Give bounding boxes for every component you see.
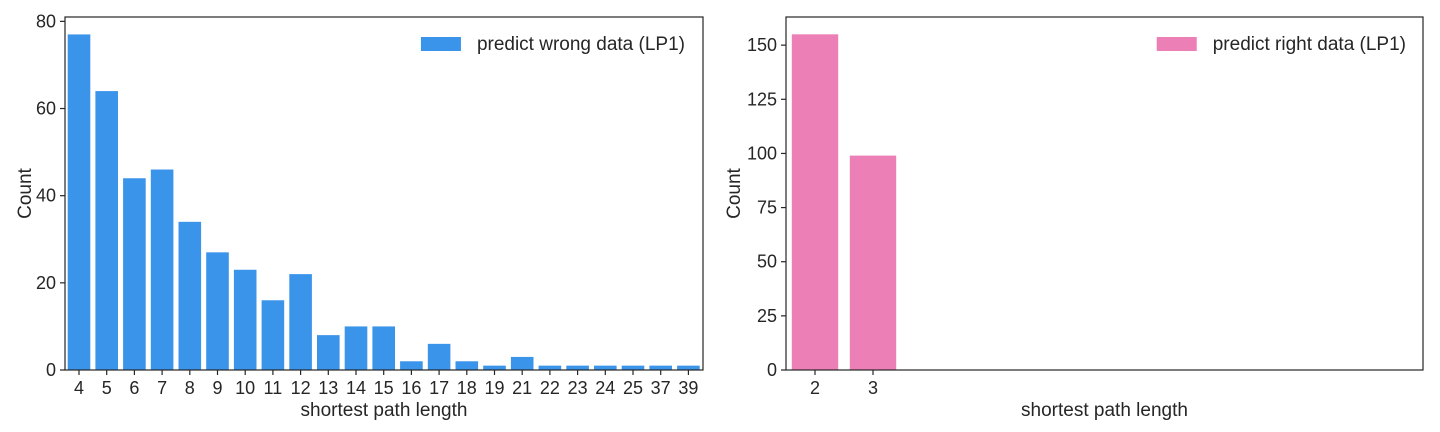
bar-23 [566, 365, 589, 370]
bar-19 [483, 365, 506, 370]
bar-12 [289, 274, 312, 370]
x-tick-label: 13 [318, 378, 338, 398]
bar-18 [455, 361, 479, 370]
legend-swatch [420, 37, 461, 51]
x-tick-label: 7 [157, 378, 167, 398]
x-tick-label: 16 [401, 378, 421, 398]
bar-6 [123, 178, 146, 370]
legend: predict right data (LP1) [1156, 34, 1406, 55]
y-tick-label: 0 [767, 360, 777, 380]
y-tick-label: 60 [36, 99, 56, 119]
bar-21 [510, 356, 534, 370]
legend: predict wrong data (LP1) [420, 34, 685, 55]
y-axis-label: Count [724, 167, 745, 218]
bar-10 [233, 269, 257, 370]
x-tick-label: 39 [678, 378, 698, 398]
y-tick-label: 40 [36, 186, 56, 206]
bar-14 [344, 326, 368, 370]
bar-9 [206, 252, 229, 370]
bar-3 [849, 155, 897, 370]
x-axis-label: shortest path length [301, 400, 468, 421]
legend-label: predict right data (LP1) [1213, 34, 1406, 55]
legend-swatch [1156, 37, 1197, 51]
y-tick-label: 80 [36, 11, 56, 31]
x-tick-label: 22 [540, 378, 560, 398]
x-ticks: 4 5 6 7 8 9 10 11 12 13 14 15 16 17 18 19 21 22 23 24 25 37 39 [74, 370, 698, 398]
y-tick-label: 0 [46, 360, 56, 380]
x-tick-label: 21 [512, 378, 532, 398]
x-tick-label: 3 [868, 378, 878, 398]
y-tick-label: 125 [747, 89, 777, 109]
x-tick-label: 2 [810, 378, 820, 398]
y-tick-label: 150 [747, 35, 777, 55]
bar-25 [621, 365, 645, 370]
bar-22 [538, 365, 562, 370]
y-tick-label: 20 [36, 273, 56, 293]
plot-frame [64, 16, 704, 371]
y-ticks: 0 20 40 60 80 [36, 11, 65, 380]
chart-panel-wrong: 0 20 40 60 80 4 5 6 7 8 9 10 11 12 13 14 15 16 17 18 19 21 22… [15, 11, 704, 421]
x-axis-label: shortest path length [1021, 400, 1188, 421]
bars-group [791, 34, 897, 370]
bar-16 [400, 361, 423, 370]
bar-11 [261, 300, 285, 370]
x-tick-label: 11 [264, 378, 283, 398]
x-tick-label: 17 [429, 378, 449, 398]
bar-13 [317, 335, 340, 370]
bar-17 [427, 343, 451, 370]
x-tick-label: 9 [212, 378, 222, 398]
x-tick-label: 4 [74, 378, 84, 398]
x-tick-label: 19 [484, 378, 504, 398]
x-tick-label: 15 [374, 378, 394, 398]
x-tick-label: 10 [235, 378, 255, 398]
x-tick-label: 23 [568, 378, 588, 398]
y-axis-label: Count [15, 167, 36, 218]
x-tick-label: 37 [651, 378, 671, 398]
bar-24 [594, 365, 617, 370]
bar-39 [677, 365, 700, 370]
y-tick-label: 25 [757, 306, 777, 326]
bar-37 [649, 365, 672, 370]
x-tick-label: 12 [291, 378, 311, 398]
x-tick-label: 14 [346, 378, 366, 398]
y-tick-label: 75 [757, 198, 777, 218]
y-tick-label: 50 [757, 252, 777, 272]
bar-7 [150, 169, 174, 370]
x-tick-label: 8 [185, 378, 195, 398]
bar-5 [95, 91, 118, 370]
plot-frame [785, 16, 1424, 371]
bars-group [67, 34, 700, 370]
x-tick-label: 24 [595, 378, 615, 398]
x-tick-label: 18 [457, 378, 477, 398]
x-tick-label: 6 [129, 378, 139, 398]
bar-2 [791, 34, 839, 370]
bar-8 [178, 221, 202, 370]
bar-4 [67, 34, 91, 370]
x-tick-label: 5 [102, 378, 112, 398]
bar-15 [372, 326, 395, 370]
y-tick-label: 100 [747, 143, 777, 163]
x-tick-label: 25 [623, 378, 643, 398]
legend-label: predict wrong data (LP1) [477, 34, 685, 55]
y-ticks: 0 25 50 75 100 125 150 [747, 35, 786, 380]
